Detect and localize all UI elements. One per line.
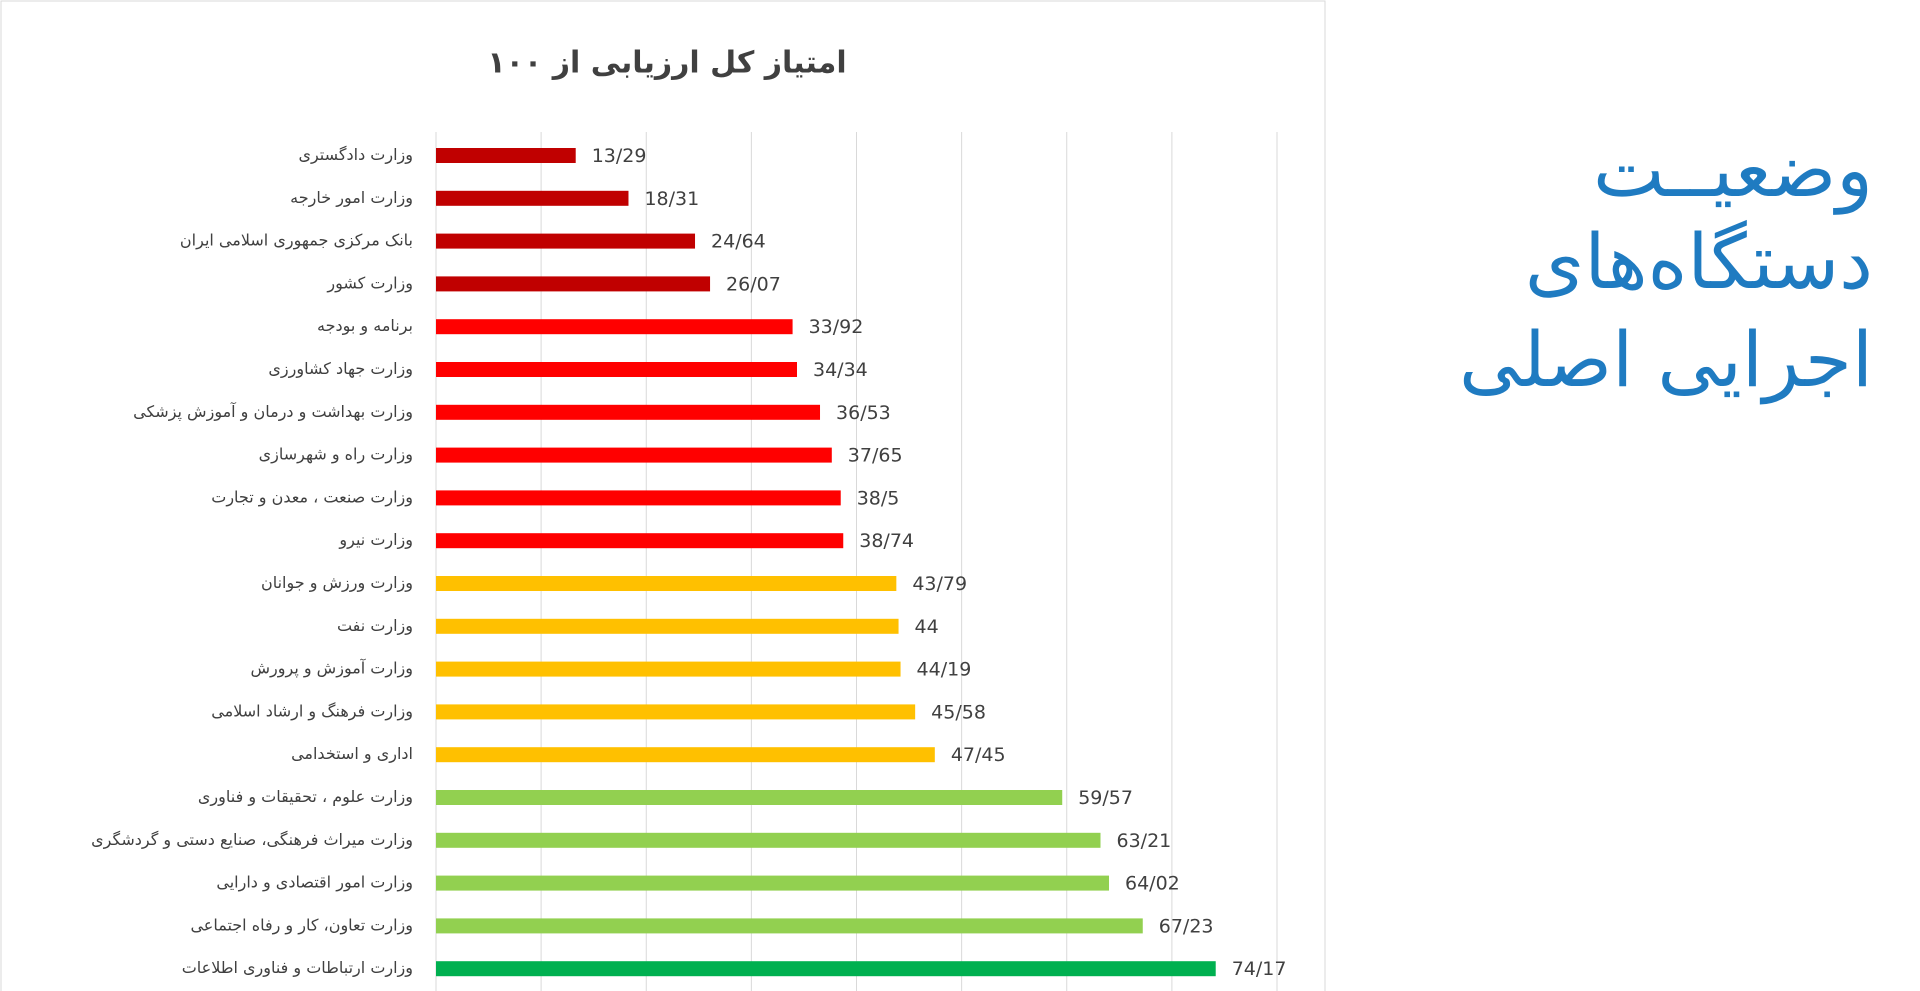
bar	[436, 362, 797, 377]
chart-title: امتیاز کل ارزیابی از ۱۰۰	[487, 46, 846, 81]
bar	[436, 276, 711, 292]
bar	[436, 661, 901, 677]
value-label: 34/34	[813, 359, 868, 381]
category-label: اداری و استخدامی	[291, 744, 413, 764]
category-label: برنامه و بودجه	[317, 316, 413, 336]
category-label: وزارت امور خارجه	[290, 188, 413, 208]
bar	[436, 447, 832, 463]
bar	[436, 233, 696, 249]
bar	[436, 790, 1063, 805]
category-label: وزارت میراث فرهنگی، صنایع دستی و گردشگری	[91, 830, 413, 850]
value-label: 36/53	[836, 402, 891, 424]
category-label: وزارت نفت	[337, 616, 413, 636]
value-label: 45/58	[931, 701, 986, 723]
bar	[436, 190, 629, 206]
value-label: 33/92	[809, 316, 864, 338]
value-label: 26/07	[726, 273, 781, 295]
side-title: دستگاه‌های	[1525, 217, 1873, 306]
side-title: اجرایی اصلی	[1459, 315, 1873, 405]
category-label: وزارت صنعت ، معدن و تجارت	[211, 487, 413, 507]
value-label: 47/45	[951, 744, 1006, 766]
category-label: وزارت کشور	[326, 273, 413, 293]
bar	[436, 918, 1143, 934]
value-label: 38/74	[859, 530, 914, 552]
bar	[436, 875, 1110, 891]
bar	[436, 832, 1101, 848]
value-label: 24/64	[711, 231, 766, 253]
value-label: 18/31	[644, 188, 699, 210]
value-label: 64/02	[1125, 873, 1180, 895]
bar	[436, 533, 844, 549]
side-title: وضعیــت	[1593, 125, 1873, 215]
value-label: 74/17	[1232, 958, 1287, 980]
category-label: وزارت راه و شهرسازی	[259, 445, 413, 465]
category-label: بانک مرکزی جمهوری اسلامی ایران	[180, 231, 413, 251]
category-label: وزارت نیرو	[338, 530, 413, 550]
bar	[436, 747, 935, 763]
category-label: وزارت علوم ، تحقیقات و فناوری	[198, 787, 413, 807]
value-label: 44/19	[917, 659, 972, 681]
bar	[436, 704, 916, 720]
value-label: 43/79	[912, 573, 967, 595]
category-label: وزارت ورزش و جوانان	[261, 573, 413, 593]
bar	[436, 618, 899, 634]
bar	[436, 490, 841, 506]
category-label: وزارت بهداشت و درمان و آموزش پزشکی	[133, 402, 413, 422]
category-label: وزارت جهاد کشاورزی	[268, 359, 413, 379]
value-label: 63/21	[1116, 830, 1171, 852]
bar	[436, 404, 821, 420]
bar	[436, 148, 576, 163]
value-label: 59/57	[1078, 787, 1133, 809]
category-label: وزارت آموزش و پرورش	[251, 659, 413, 679]
category-label: وزارت دادگستری	[298, 145, 413, 165]
value-label: 37/65	[848, 445, 903, 467]
value-label: 13/29	[592, 145, 647, 167]
value-label: 38/5	[857, 487, 900, 509]
bar	[436, 576, 897, 591]
value-label: 44	[915, 616, 939, 638]
category-label: وزارت تعاون، کار و رفاه اجتماعی	[190, 915, 413, 935]
category-label: وزارت امور اقتصادی و دارایی	[216, 873, 413, 893]
bar	[436, 319, 793, 335]
category-label: وزارت ارتباطات و فناوری اطلاعات	[182, 958, 413, 978]
category-label: وزارت فرهنگ و ارشاد اسلامی	[211, 701, 413, 721]
bar	[436, 961, 1216, 977]
value-label: 67/23	[1159, 915, 1214, 937]
